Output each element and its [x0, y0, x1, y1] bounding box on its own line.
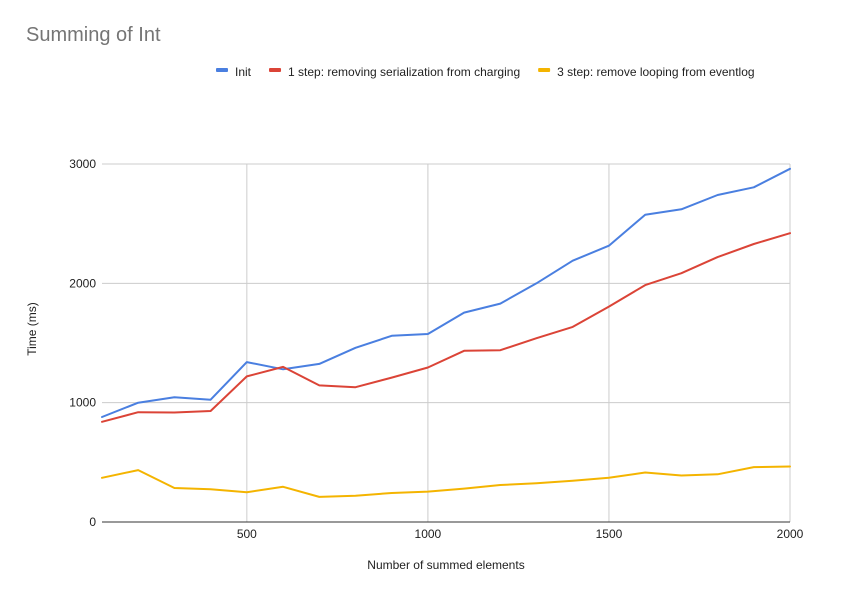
series-line-1 [101, 167, 791, 418]
x-tick-label: 1000 [415, 527, 442, 541]
legend-swatch-1 [216, 68, 228, 72]
grid [102, 163, 791, 522]
legend-swatch-3 [538, 68, 551, 72]
legend-swatch-2 [269, 68, 282, 72]
y-tick-label: 1000 [69, 396, 96, 410]
legend: Init 1 step: removing serialization from … [216, 65, 755, 79]
series-line-3 [101, 465, 791, 498]
legend-label-2[interactable]: 1 step: removing serialization from char… [288, 65, 520, 79]
series-group [101, 167, 791, 498]
y-tick-label: 3000 [69, 157, 96, 171]
y-axis-label: Time (ms) [25, 302, 39, 356]
x-tick-label: 2000 [777, 527, 804, 541]
x-tick-label: 1500 [596, 527, 623, 541]
axes: 0 1000 2000 3000 500 1000 1500 2000 [69, 157, 803, 541]
x-axis-label: Number of summed elements [367, 558, 524, 572]
y-tick-label: 2000 [69, 276, 96, 290]
x-tick-label: 500 [237, 527, 257, 541]
y-tick-label: 0 [89, 515, 96, 529]
legend-label-3[interactable]: 3 step: remove looping from eventlog [557, 65, 754, 79]
series-line-2 [101, 232, 791, 423]
chart-title: Summing of Int [26, 24, 161, 46]
legend-label-1[interactable]: Init [235, 65, 252, 79]
